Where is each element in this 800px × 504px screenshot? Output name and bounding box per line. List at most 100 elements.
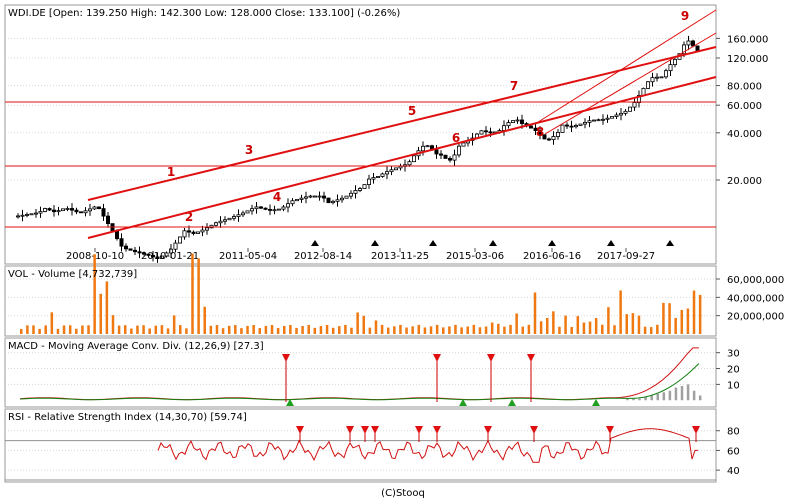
- rsi-ytick-label: 80: [727, 427, 740, 438]
- macd-ytick-label: 30: [727, 349, 740, 360]
- volume-bar: [393, 326, 396, 334]
- candle-body: [276, 208, 281, 211]
- volume-bar: [448, 326, 451, 334]
- candle-body: [141, 252, 146, 255]
- volume-bar: [221, 328, 225, 334]
- volume-bar: [503, 326, 506, 334]
- candle-body: [637, 95, 642, 103]
- candle-body: [574, 125, 579, 128]
- candle-body: [101, 208, 106, 217]
- wave-marker-1: 1: [167, 165, 175, 179]
- volume-bar: [68, 325, 72, 334]
- volume-bar: [613, 325, 616, 334]
- candle-body: [452, 154, 457, 161]
- volume-bar: [160, 325, 164, 334]
- candle-body: [106, 215, 111, 225]
- macd-histogram-bar: [656, 393, 660, 401]
- steep-channel-upper-line: [534, 9, 717, 125]
- volume-panel-title: VOL - Volume [4,732,739]: [8, 269, 137, 280]
- candle-body: [119, 238, 124, 247]
- candle-body: [565, 124, 570, 127]
- macd-buy-signal-arrow: [459, 399, 467, 406]
- candle-body: [88, 208, 93, 212]
- candle-body: [218, 220, 223, 224]
- wave-marker-5: 5: [408, 104, 416, 118]
- price-ytick-label: 20.000: [727, 176, 762, 187]
- volume-bar: [386, 327, 390, 334]
- volume-bar: [429, 326, 433, 334]
- volume-bar: [344, 324, 347, 334]
- volume-bar: [252, 325, 255, 334]
- candle-body: [326, 197, 331, 204]
- rsi-signal-arrow: [433, 426, 441, 434]
- wave-marker-7: 7: [510, 79, 518, 93]
- channel-upper-line: [87, 46, 717, 201]
- candle-body: [389, 169, 394, 173]
- candle-body: [411, 155, 416, 163]
- candle-body: [357, 188, 362, 191]
- candle-body: [384, 171, 389, 175]
- volume-bar: [435, 324, 439, 334]
- volume-bar: [50, 312, 54, 334]
- candle-body: [353, 190, 358, 194]
- volume-bar: [270, 325, 274, 334]
- volume-bar: [295, 327, 298, 334]
- candle-body: [506, 122, 511, 127]
- volume-bar: [166, 328, 170, 334]
- volume-bar: [564, 315, 567, 334]
- volume-bar: [44, 325, 47, 334]
- candle-body: [501, 125, 506, 131]
- macd-sell-signal-arrow: [527, 354, 535, 362]
- volume-ytick-label: 40,000,000: [727, 293, 784, 304]
- candle-body: [583, 122, 588, 125]
- volume-bar: [179, 325, 182, 334]
- rsi-signal-arrow: [346, 426, 354, 434]
- candle-body: [425, 145, 430, 148]
- volume-bar: [527, 324, 531, 334]
- candle-body: [407, 161, 412, 166]
- candle-body: [461, 142, 466, 147]
- candle-body: [290, 200, 295, 205]
- footer-copyright: (C)Stooq: [381, 488, 425, 499]
- candle-body: [74, 209, 79, 213]
- candle-body: [601, 118, 606, 121]
- volume-bar: [521, 326, 525, 334]
- candle-body: [29, 213, 34, 216]
- volume-bar: [75, 328, 78, 334]
- candle-body: [312, 195, 317, 198]
- macd-buy-signal-arrow: [592, 399, 600, 406]
- candle-body: [655, 76, 660, 79]
- candle-body: [128, 248, 133, 251]
- candle-body: [488, 131, 493, 134]
- candle-body: [92, 206, 97, 210]
- volume-ytick-label: 60,000,000: [727, 275, 784, 286]
- macd-histogram-bar: [668, 390, 672, 401]
- volume-bar: [466, 326, 469, 334]
- candle-body: [195, 231, 200, 234]
- macd-histogram-bar: [698, 395, 702, 401]
- volume-bar: [246, 325, 249, 334]
- candle-body: [308, 195, 313, 198]
- channel-lower-line: [87, 76, 717, 239]
- candle-body: [659, 76, 664, 79]
- candle-body: [204, 227, 209, 231]
- candle-body: [479, 130, 484, 135]
- wave-marker-6: 6: [452, 131, 460, 145]
- volume-bar: [289, 324, 292, 334]
- macd-histogram-bar: [662, 392, 666, 401]
- candle-body: [254, 206, 259, 210]
- price-panel-title: WDI.DE [Open: 139.250 High: 142.300 Low:…: [8, 8, 400, 19]
- candle-body: [52, 209, 57, 213]
- rsi-signal-arrow: [361, 426, 369, 434]
- volume-bar: [203, 306, 206, 334]
- volume-bar: [698, 294, 702, 334]
- wave-marker-9: 9: [681, 9, 689, 23]
- volume-bar: [399, 324, 402, 334]
- volume-bar: [631, 313, 635, 334]
- volume-bar: [442, 327, 445, 334]
- macd-sell-signal-arrow: [282, 354, 290, 362]
- volume-bar: [674, 317, 677, 334]
- macd-histogram-bar: [674, 387, 678, 401]
- candle-body: [456, 145, 461, 156]
- candle-body: [650, 77, 655, 83]
